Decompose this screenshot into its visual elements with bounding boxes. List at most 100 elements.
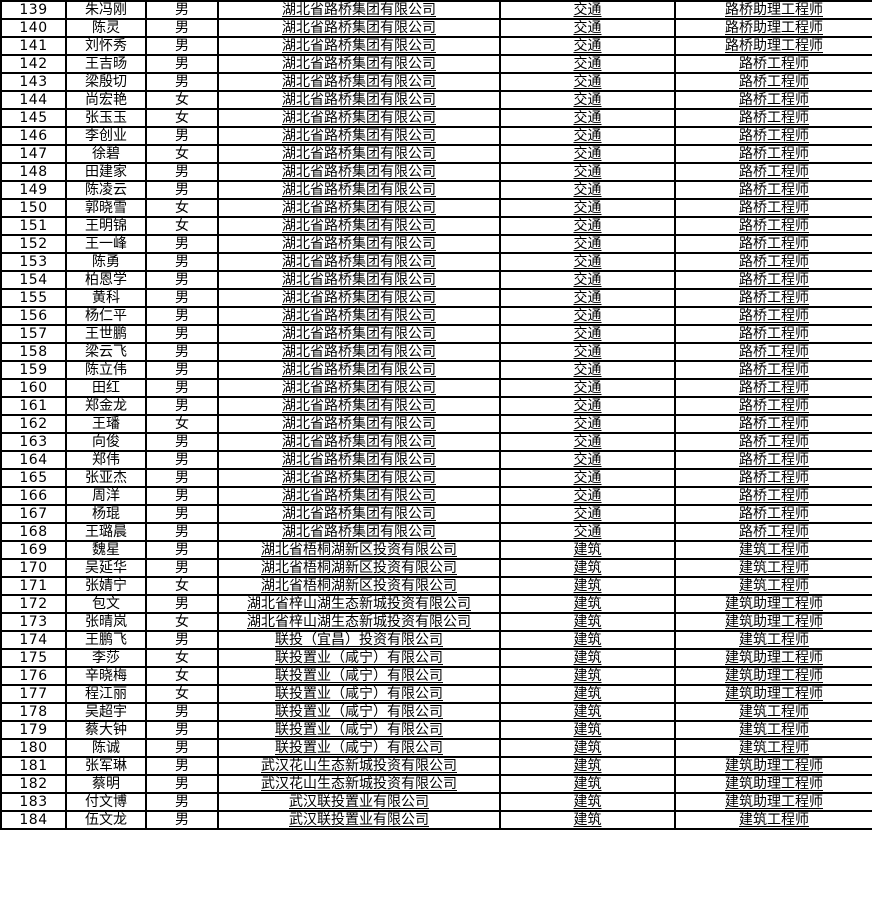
cell-number: 170 <box>0 558 67 578</box>
cell-number: 178 <box>0 702 67 722</box>
cell-gender: 女 <box>145 648 219 668</box>
table-row: 157 王世鹏男湖北省路桥集团有限公司 交通 路桥工程师 <box>0 324 872 344</box>
cell-gender: 男 <box>145 558 219 578</box>
cell-title: 路桥工程师 <box>674 198 872 218</box>
cell-name: 杨琨 <box>65 504 147 524</box>
cell-company: 联投置业（咸宁）有限公司 <box>217 702 501 722</box>
cell-name: 张军琳 <box>65 756 147 776</box>
table-row: 154 柏恩学男湖北省路桥集团有限公司 交通 路桥工程师 <box>0 270 872 290</box>
cell-field: 交通 <box>499 144 676 164</box>
cell-company: 联投置业（咸宁）有限公司 <box>217 684 501 704</box>
cell-number: 164 <box>0 450 67 470</box>
cell-gender: 男 <box>145 180 219 200</box>
table-row: 182 蔡明男武汉花山生态新城投资有限公司 建筑 建筑助理工程师 <box>0 774 872 794</box>
cell-field: 建筑 <box>499 756 676 776</box>
table-row: 146 李创业男湖北省路桥集团有限公司 交通 路桥工程师 <box>0 126 872 146</box>
cell-field: 交通 <box>499 432 676 452</box>
table-row: 183 付文博男武汉联投置业有限公司 建筑 建筑助理工程师 <box>0 792 872 812</box>
cell-field: 交通 <box>499 360 676 380</box>
cell-company: 湖北省路桥集团有限公司 <box>217 252 501 272</box>
cell-gender: 女 <box>145 612 219 632</box>
cell-gender: 男 <box>145 774 219 794</box>
cell-title: 建筑工程师 <box>674 630 872 650</box>
cell-gender: 男 <box>145 594 219 614</box>
cell-name: 吴超宇 <box>65 702 147 722</box>
cell-field: 交通 <box>499 450 676 470</box>
cell-gender: 男 <box>145 342 219 362</box>
cell-field: 建筑 <box>499 558 676 578</box>
cell-company: 湖北省梧桐湖新区投资有限公司 <box>217 576 501 596</box>
cell-number: 163 <box>0 432 67 452</box>
cell-field: 交通 <box>499 234 676 254</box>
cell-title: 路桥助理工程师 <box>674 0 872 20</box>
cell-number: 149 <box>0 180 67 200</box>
cell-company: 湖北省路桥集团有限公司 <box>217 144 501 164</box>
cell-number: 156 <box>0 306 67 326</box>
cell-name: 郑伟 <box>65 450 147 470</box>
table-row: 152 王一峰男湖北省路桥集团有限公司 交通 路桥工程师 <box>0 234 872 254</box>
cell-title: 建筑工程师 <box>674 576 872 596</box>
cell-field: 交通 <box>499 216 676 236</box>
cell-gender: 男 <box>145 288 219 308</box>
cell-title: 路桥工程师 <box>674 234 872 254</box>
table-row: 167 杨琨男湖北省路桥集团有限公司 交通 路桥工程师 <box>0 504 872 524</box>
cell-gender: 男 <box>145 702 219 722</box>
cell-name: 柏恩学 <box>65 270 147 290</box>
cell-title: 建筑助理工程师 <box>674 666 872 686</box>
cell-gender: 女 <box>145 684 219 704</box>
cell-title: 路桥工程师 <box>674 378 872 398</box>
cell-name: 梁云飞 <box>65 342 147 362</box>
cell-company: 湖北省路桥集团有限公司 <box>217 126 501 146</box>
cell-name: 蔡明 <box>65 774 147 794</box>
cell-field: 建筑 <box>499 630 676 650</box>
cell-title: 建筑工程师 <box>674 738 872 758</box>
cell-title: 路桥助理工程师 <box>674 18 872 38</box>
cell-company: 湖北省梧桐湖新区投资有限公司 <box>217 540 501 560</box>
table-row: 140 陈灵男湖北省路桥集团有限公司 交通 路桥助理工程师 <box>0 18 872 38</box>
cell-field: 交通 <box>499 324 676 344</box>
cell-number: 166 <box>0 486 67 506</box>
table-row: 156 杨仁平男湖北省路桥集团有限公司 交通 路桥工程师 <box>0 306 872 326</box>
cell-number: 173 <box>0 612 67 632</box>
cell-number: 180 <box>0 738 67 758</box>
cell-title: 路桥助理工程师 <box>674 36 872 56</box>
cell-number: 157 <box>0 324 67 344</box>
cell-name: 向俊 <box>65 432 147 452</box>
cell-title: 路桥工程师 <box>674 216 872 236</box>
table-row: 142 王吉旸男湖北省路桥集团有限公司 交通 路桥工程师 <box>0 54 872 74</box>
cell-field: 交通 <box>499 54 676 74</box>
cell-name: 蔡大钟 <box>65 720 147 740</box>
cell-title: 建筑工程师 <box>674 558 872 578</box>
cell-title: 建筑助理工程师 <box>674 684 872 704</box>
cell-title: 路桥工程师 <box>674 72 872 92</box>
cell-field: 交通 <box>499 504 676 524</box>
table-row: 179 蔡大钟男联投置业（咸宁）有限公司 建筑 建筑工程师 <box>0 720 872 740</box>
cell-title: 建筑工程师 <box>674 540 872 560</box>
table-row: 169 魏星男湖北省梧桐湖新区投资有限公司 建筑 建筑工程师 <box>0 540 872 560</box>
cell-number: 161 <box>0 396 67 416</box>
cell-number: 181 <box>0 756 67 776</box>
cell-field: 建筑 <box>499 774 676 794</box>
cell-number: 160 <box>0 378 67 398</box>
table-row: 159 陈立伟男湖北省路桥集团有限公司 交通 路桥工程师 <box>0 360 872 380</box>
cell-company: 湖北省路桥集团有限公司 <box>217 288 501 308</box>
cell-title: 路桥工程师 <box>674 432 872 452</box>
table-row: 166 周洋男湖北省路桥集团有限公司 交通 路桥工程师 <box>0 486 872 506</box>
cell-name: 张婧宁 <box>65 576 147 596</box>
cell-title: 路桥工程师 <box>674 522 872 542</box>
cell-name: 王鹏飞 <box>65 630 147 650</box>
cell-company: 湖北省路桥集团有限公司 <box>217 216 501 236</box>
table-row: 151 王明锦女湖北省路桥集团有限公司 交通 路桥工程师 <box>0 216 872 236</box>
cell-title: 路桥工程师 <box>674 126 872 146</box>
cell-number: 155 <box>0 288 67 308</box>
cell-name: 王璐晨 <box>65 522 147 542</box>
cell-company: 湖北省路桥集团有限公司 <box>217 378 501 398</box>
cell-company: 武汉联投置业有限公司 <box>217 810 501 830</box>
cell-company: 湖北省路桥集团有限公司 <box>217 504 501 524</box>
cell-number: 150 <box>0 198 67 218</box>
cell-name: 陈凌云 <box>65 180 147 200</box>
cell-gender: 男 <box>145 36 219 56</box>
cell-number: 159 <box>0 360 67 380</box>
cell-number: 184 <box>0 810 67 830</box>
cell-title: 建筑助理工程师 <box>674 756 872 776</box>
